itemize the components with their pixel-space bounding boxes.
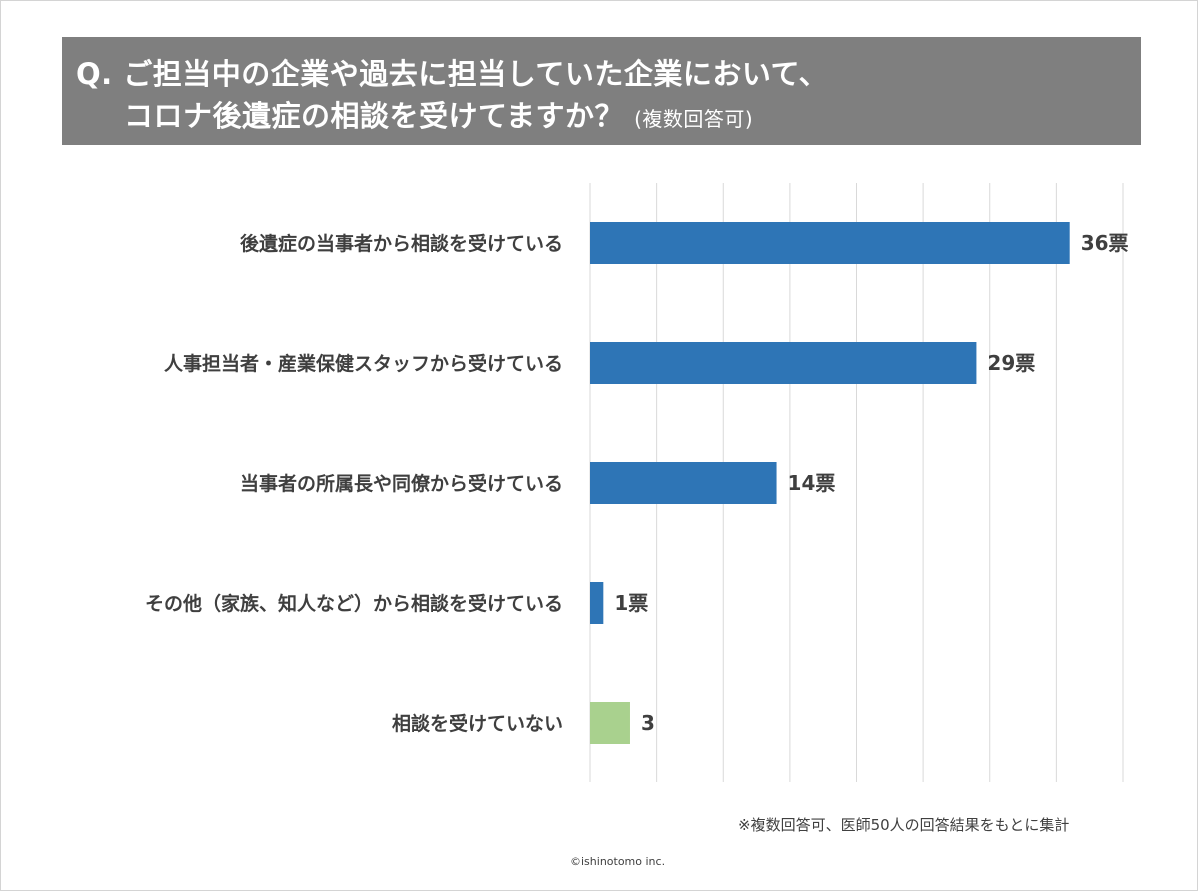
data-label: 36票	[1081, 231, 1129, 255]
question-header: Q. ご担当中の企業や過去に担当していた企業において、 コロナ後遺症の相談を受け…	[62, 37, 1141, 145]
bar	[590, 462, 777, 504]
footnote: ※複数回答可、医師50人の回答結果をもとに集計	[738, 816, 1070, 834]
data-label: 1票	[614, 591, 648, 615]
category-label: 当事者の所属長や同僚から受けている	[240, 472, 563, 495]
data-label: 14票	[788, 471, 836, 495]
question-line-2-text: コロナ後遺症の相談を受けてますか？	[124, 99, 625, 133]
data-label: 3	[641, 711, 655, 735]
question-line-1: Q. ご担当中の企業や過去に担当していた企業において、	[76, 57, 829, 91]
category-label: 後遺症の当事者から相談を受けている	[240, 232, 563, 255]
question-note: (複数回答可)	[634, 107, 754, 131]
data-label: 29票	[987, 351, 1035, 375]
bar	[590, 222, 1070, 264]
category-label: 人事担当者・産業保健スタッフから受けている	[164, 352, 563, 375]
bar	[590, 342, 977, 384]
category-label: その他（家族、知人など）から相談を受けている	[145, 592, 563, 615]
bar	[590, 582, 604, 624]
question-line-2: コロナ後遺症の相談を受けてますか？ (複数回答可)	[124, 93, 753, 135]
category-label: 相談を受けていない	[392, 712, 563, 735]
copyright: ©ishinotomo inc.	[570, 855, 666, 868]
bar	[590, 702, 630, 744]
